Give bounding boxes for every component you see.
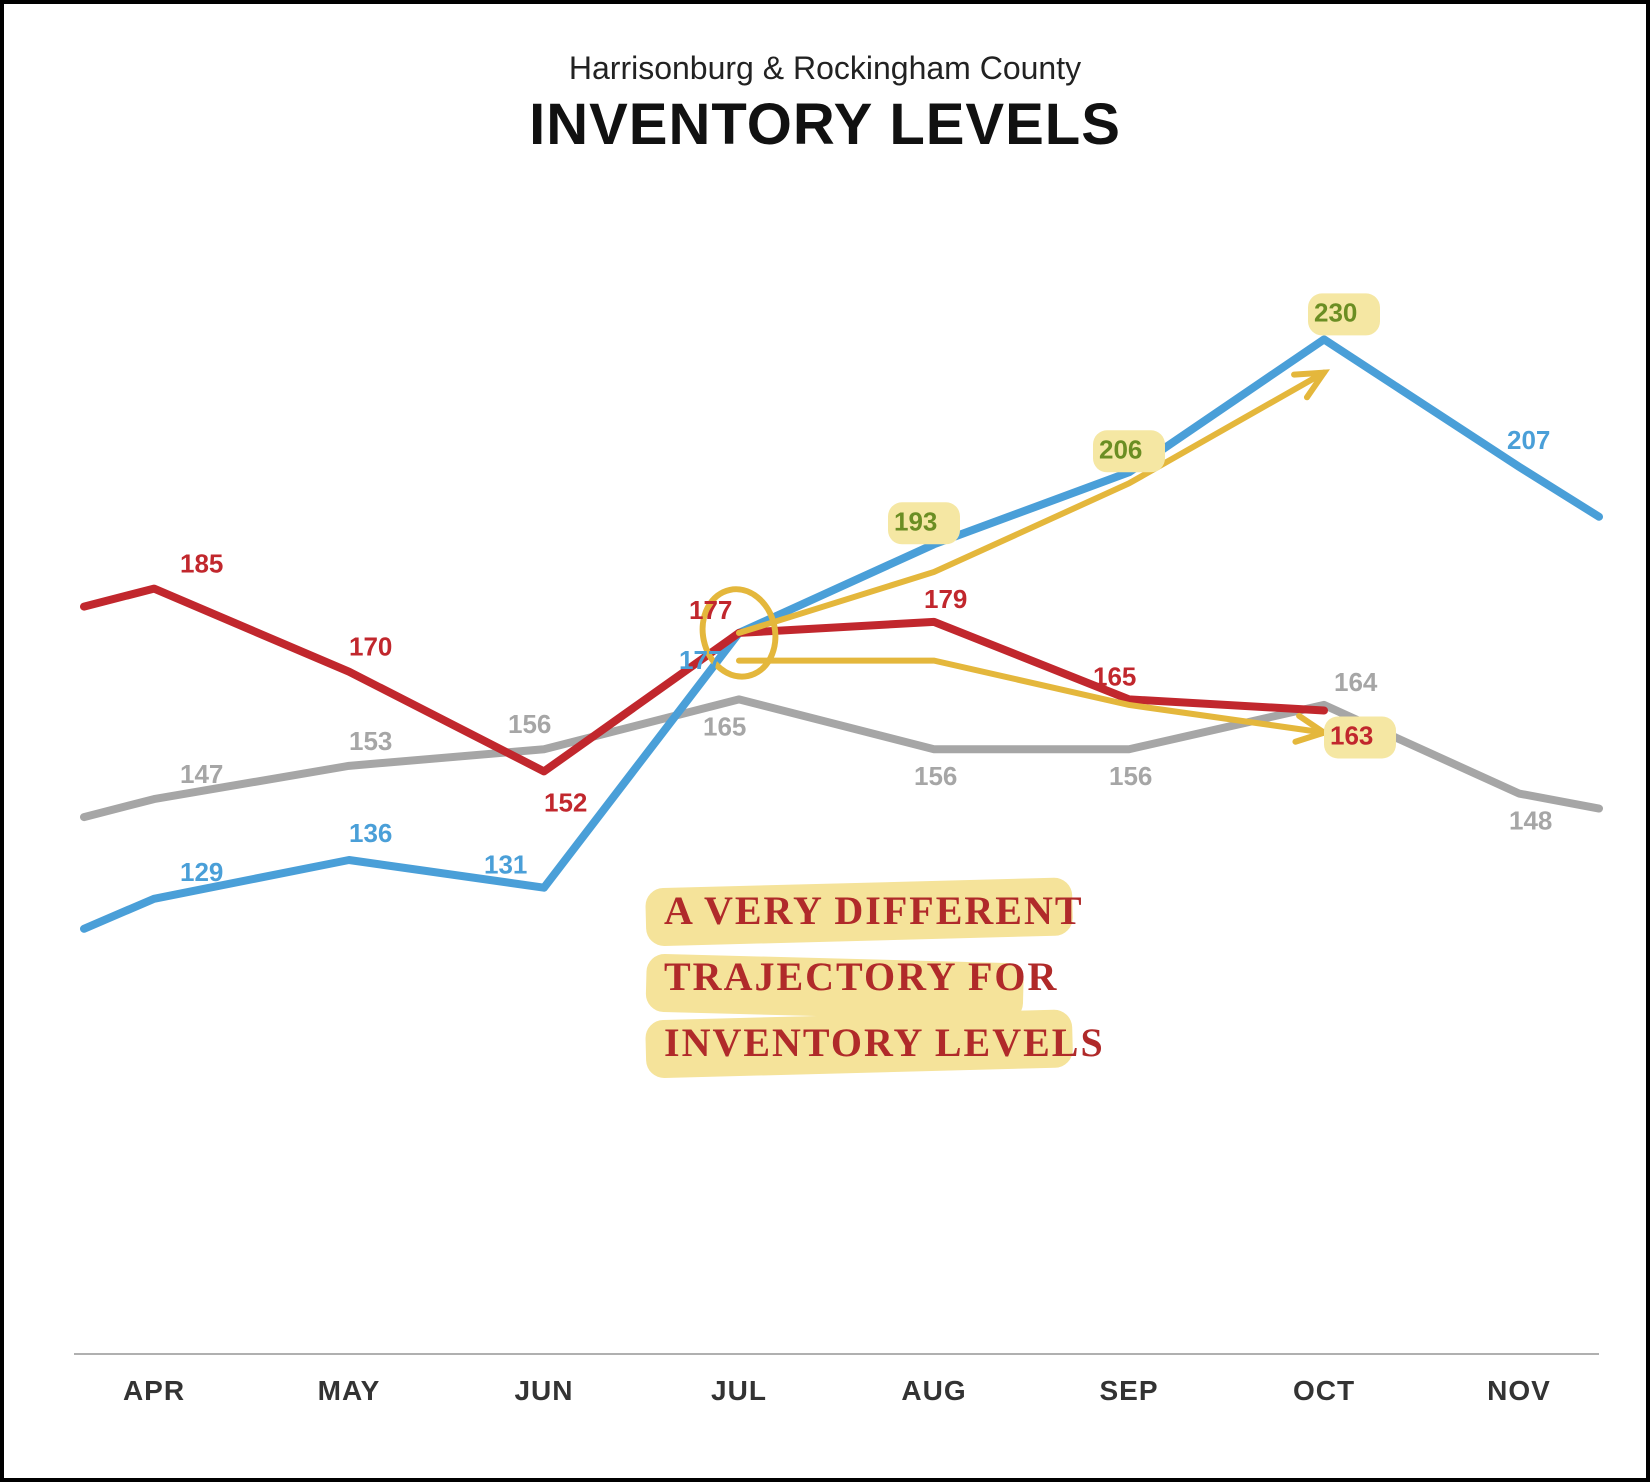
blue-value-label: 207 bbox=[1507, 425, 1550, 455]
gray-value-label: 147 bbox=[180, 759, 223, 789]
x-axis-label: JUL bbox=[711, 1375, 767, 1406]
x-axis-label: APR bbox=[123, 1375, 185, 1406]
gray-value-label: 165 bbox=[703, 711, 746, 741]
x-axis-label: JUN bbox=[514, 1375, 573, 1406]
gray-value-label: 148 bbox=[1509, 806, 1552, 836]
blue-value-label: 131 bbox=[484, 850, 527, 880]
x-axis-label: SEP bbox=[1099, 1375, 1158, 1406]
red-value-label: 179 bbox=[924, 584, 967, 614]
blue-value-label: 129 bbox=[180, 857, 223, 887]
gray-value-label: 164 bbox=[1334, 667, 1378, 697]
red-value-label: 152 bbox=[544, 787, 587, 817]
red-value-label: 163 bbox=[1330, 720, 1373, 750]
blue-value-label: 193 bbox=[894, 506, 937, 536]
annotation-text-line: TRAJECTORY FOR bbox=[664, 954, 1058, 999]
x-axis-label: AUG bbox=[901, 1375, 966, 1406]
gray-value-label: 153 bbox=[349, 726, 392, 756]
red-value-label: 165 bbox=[1093, 661, 1136, 691]
red-value-label: 185 bbox=[180, 549, 223, 579]
gray-value-label: 156 bbox=[1109, 761, 1152, 791]
x-axis-label: MAY bbox=[318, 1375, 381, 1406]
blue-value-label: 230 bbox=[1314, 297, 1357, 327]
red-value-label: 177 bbox=[689, 595, 732, 625]
red-value-label: 170 bbox=[349, 632, 392, 662]
gray-value-label: 156 bbox=[914, 761, 957, 791]
blue-value-label: 136 bbox=[349, 818, 392, 848]
blue-series-line bbox=[84, 339, 1599, 928]
chart-title: INVENTORY LEVELS bbox=[529, 92, 1121, 157]
annotation-text-line: INVENTORY LEVELS bbox=[664, 1020, 1105, 1065]
blue-value-label: 206 bbox=[1099, 434, 1142, 464]
annotation-text-line: A VERY DIFFERENT bbox=[664, 888, 1084, 933]
blue-value-label: 177 bbox=[679, 645, 722, 675]
chart-subtitle: Harrisonburg & Rockingham County bbox=[569, 50, 1081, 86]
x-axis-label: NOV bbox=[1487, 1375, 1551, 1406]
gray-value-label: 156 bbox=[508, 709, 551, 739]
x-axis-label: OCT bbox=[1293, 1375, 1355, 1406]
